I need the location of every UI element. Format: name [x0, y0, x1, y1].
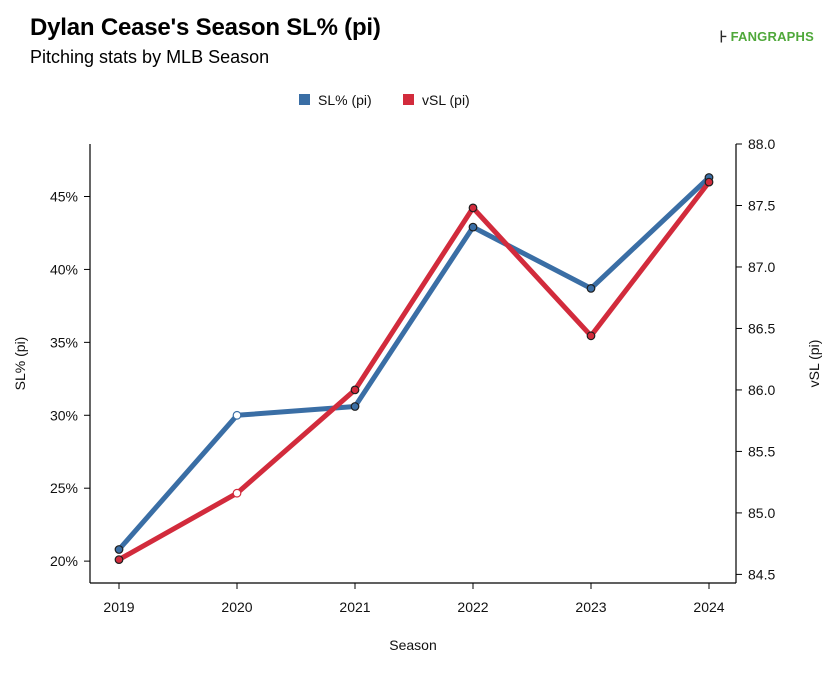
y-tick-label: 35%	[50, 334, 78, 350]
y2-tick-label: 87.0	[748, 259, 775, 275]
x-axis-title: Season	[389, 637, 436, 653]
y2-tick-label: 84.5	[748, 566, 775, 582]
y-tick-label: 40%	[50, 261, 78, 277]
series-line-sl-pct[interactable]	[116, 175, 712, 552]
legend-swatch	[403, 94, 414, 105]
legend: SL% (pi) vSL (pi)	[299, 92, 470, 108]
axes: 20% 25% 30% 35% 40% 45% 84.5 85.0 85.5 86.0 86.5 87…	[50, 136, 775, 615]
y2-axis-title: vSL (pi)	[806, 340, 822, 388]
y2-tick-label: 88.0	[748, 136, 775, 152]
chart-subtitle: Pitching stats by MLB Season	[30, 47, 270, 67]
data-point-sl-pct[interactable]	[232, 410, 242, 420]
y-tick-label: 25%	[50, 480, 78, 496]
series-line-vsl[interactable]	[116, 179, 712, 563]
x-tick-label: 2020	[221, 599, 252, 615]
data-point-vsl[interactable]	[232, 488, 242, 498]
y-tick-label: 45%	[50, 189, 78, 205]
y2-tick-label: 87.5	[748, 197, 775, 213]
x-tick-label: 2023	[575, 599, 606, 615]
fangraphs-logo-icon: ⺊	[716, 30, 729, 44]
x-tick-label: 2024	[693, 599, 724, 615]
fangraphs-logo[interactable]: ⺊ FANGRAPHS	[716, 28, 814, 45]
y-tick-label: 30%	[50, 407, 78, 423]
legend-label: SL% (pi)	[318, 92, 372, 108]
y2-tick-label: 86.5	[748, 320, 775, 336]
data-point-vsl[interactable]	[350, 385, 360, 395]
y-axis-title: SL% (pi)	[12, 337, 28, 391]
x-tick-label: 2022	[457, 599, 488, 615]
data-point-vsl[interactable]	[586, 331, 596, 341]
data-point-sl-pct[interactable]	[350, 402, 360, 411]
legend-label: vSL (pi)	[422, 92, 470, 108]
x-tick-label: 2021	[339, 599, 370, 615]
data-point-vsl[interactable]	[114, 555, 124, 564]
data-point-sl-pct[interactable]	[114, 545, 124, 554]
x-tick-label: 2019	[103, 599, 134, 615]
series-layer	[114, 173, 714, 564]
data-point-vsl[interactable]	[704, 177, 714, 187]
legend-swatch	[299, 94, 310, 105]
y2-tick-label: 86.0	[748, 382, 775, 398]
y-tick-label: 20%	[50, 553, 78, 569]
brand-label: FANGRAPHS	[730, 29, 814, 44]
chart-title: Dylan Cease's Season SL% (pi)	[30, 14, 381, 41]
data-point-sl-pct[interactable]	[468, 222, 478, 232]
data-point-sl-pct[interactable]	[586, 284, 596, 293]
y2-tick-label: 85.0	[748, 505, 775, 521]
y2-tick-label: 85.5	[748, 443, 775, 459]
data-point-vsl[interactable]	[468, 203, 478, 213]
